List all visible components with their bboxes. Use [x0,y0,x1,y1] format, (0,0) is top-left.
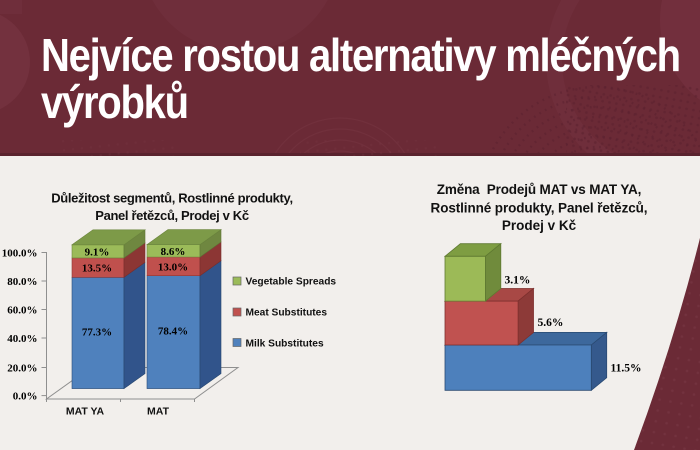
svg-text:0.0%: 0.0% [13,391,38,403]
svg-text:9.1%: 9.1% [85,246,110,258]
svg-text:Rostlinné produkty, Panel řetě: Rostlinné produkty, Panel řetězců, [431,201,648,216]
svg-text:13.5%: 13.5% [82,262,112,274]
svg-text:MAT YA: MAT YA [66,405,105,417]
svg-text:80.0%: 80.0% [7,276,37,288]
svg-text:8.6%: 8.6% [161,246,186,258]
svg-text:13.0%: 13.0% [158,261,188,273]
svg-text:Změna Prodejů MAT vs MAT YA,: Změna Prodejů MAT vs MAT YA, [437,182,641,197]
svg-text:Meat Substitutes: Meat Substitutes [246,308,328,319]
svg-text:Důležitost segmentů, Rostlinné: Důležitost segmentů, Rostlinné produkty, [51,191,292,206]
svg-text:77.3%: 77.3% [82,326,112,338]
svg-text:100.0%: 100.0% [2,247,38,259]
svg-text:Panel řetězců, Prodej v Kč: Panel řetězců, Prodej v Kč [95,208,249,223]
svg-text:Prodej v Kč: Prodej v Kč [502,218,577,233]
svg-text:40.0%: 40.0% [7,333,37,345]
svg-text:3.1%: 3.1% [505,275,531,287]
svg-text:11.5%: 11.5% [611,363,642,375]
svg-text:5.6%: 5.6% [538,317,564,329]
svg-text:60.0%: 60.0% [7,304,37,316]
svg-text:20.0%: 20.0% [7,362,37,374]
svg-text:78.4%: 78.4% [158,325,188,337]
svg-text:Vegetable Spreads: Vegetable Spreads [246,277,337,288]
svg-text:MAT: MAT [147,405,170,417]
svg-text:Milk Substitutes: Milk Substitutes [246,338,324,349]
